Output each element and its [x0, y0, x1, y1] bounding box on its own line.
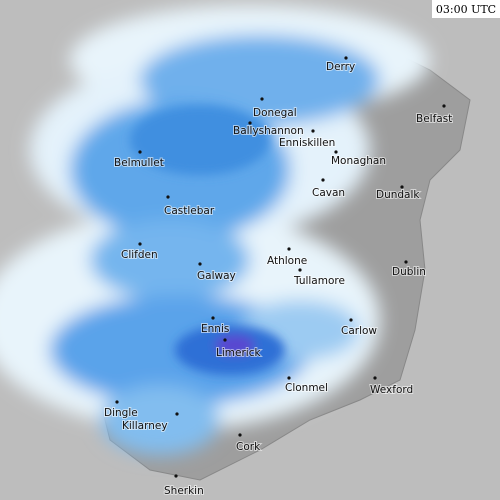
place-label: Cavan	[312, 187, 345, 199]
place-label: Tullamore	[293, 275, 345, 287]
place-dot	[211, 316, 215, 320]
place-dot	[404, 260, 408, 264]
place-dot	[174, 474, 178, 478]
place-label: Ennis	[201, 323, 229, 335]
place-label: Clifden	[121, 249, 158, 261]
place-label: Cork	[236, 441, 261, 453]
place-label: Donegal	[253, 107, 297, 119]
place-label: Dundalk	[376, 189, 420, 201]
place-label: Limerick	[216, 347, 261, 359]
place-dot	[334, 150, 338, 154]
place-label: Derry	[326, 61, 355, 73]
timestamp: 03:00 UTC	[436, 3, 496, 16]
place-dot	[349, 318, 353, 322]
place-label: Sherkin	[164, 485, 204, 497]
place-label: Castlebar	[164, 205, 215, 217]
place-label: Athlone	[267, 255, 307, 267]
place-dot	[298, 268, 302, 272]
place-dot	[344, 56, 348, 60]
place-label: Belmullet	[114, 157, 164, 169]
place-label: Wexford	[370, 384, 413, 396]
place-label: Clonmel	[285, 382, 328, 394]
place-label: Carlow	[341, 325, 377, 337]
place-label: Enniskillen	[279, 137, 335, 149]
place-dot	[260, 97, 264, 101]
place-dot	[223, 338, 227, 342]
place-dot	[373, 376, 377, 380]
place-dot	[138, 242, 142, 246]
place-dot	[175, 412, 179, 416]
timestamp-box	[432, 0, 500, 18]
place-dot	[311, 129, 315, 133]
place-dot	[138, 150, 142, 154]
place-dot	[321, 178, 325, 182]
place-label: Monaghan	[331, 155, 386, 167]
place-dot	[400, 185, 404, 189]
place-dot	[442, 104, 446, 108]
place-dot	[166, 195, 170, 199]
place-dot	[198, 262, 202, 266]
place-label: Galway	[197, 270, 236, 282]
place-dot	[287, 247, 291, 251]
place-dot	[238, 433, 242, 437]
place-dot	[248, 121, 252, 125]
place-label: Dublin	[392, 266, 426, 278]
place-dot	[115, 400, 119, 404]
place-dot	[287, 376, 291, 380]
place-label: Ballyshannon	[233, 125, 304, 137]
place-label: Killarney	[122, 420, 168, 432]
place-label: Belfast	[416, 113, 452, 125]
place-label: Dingle	[104, 407, 138, 419]
